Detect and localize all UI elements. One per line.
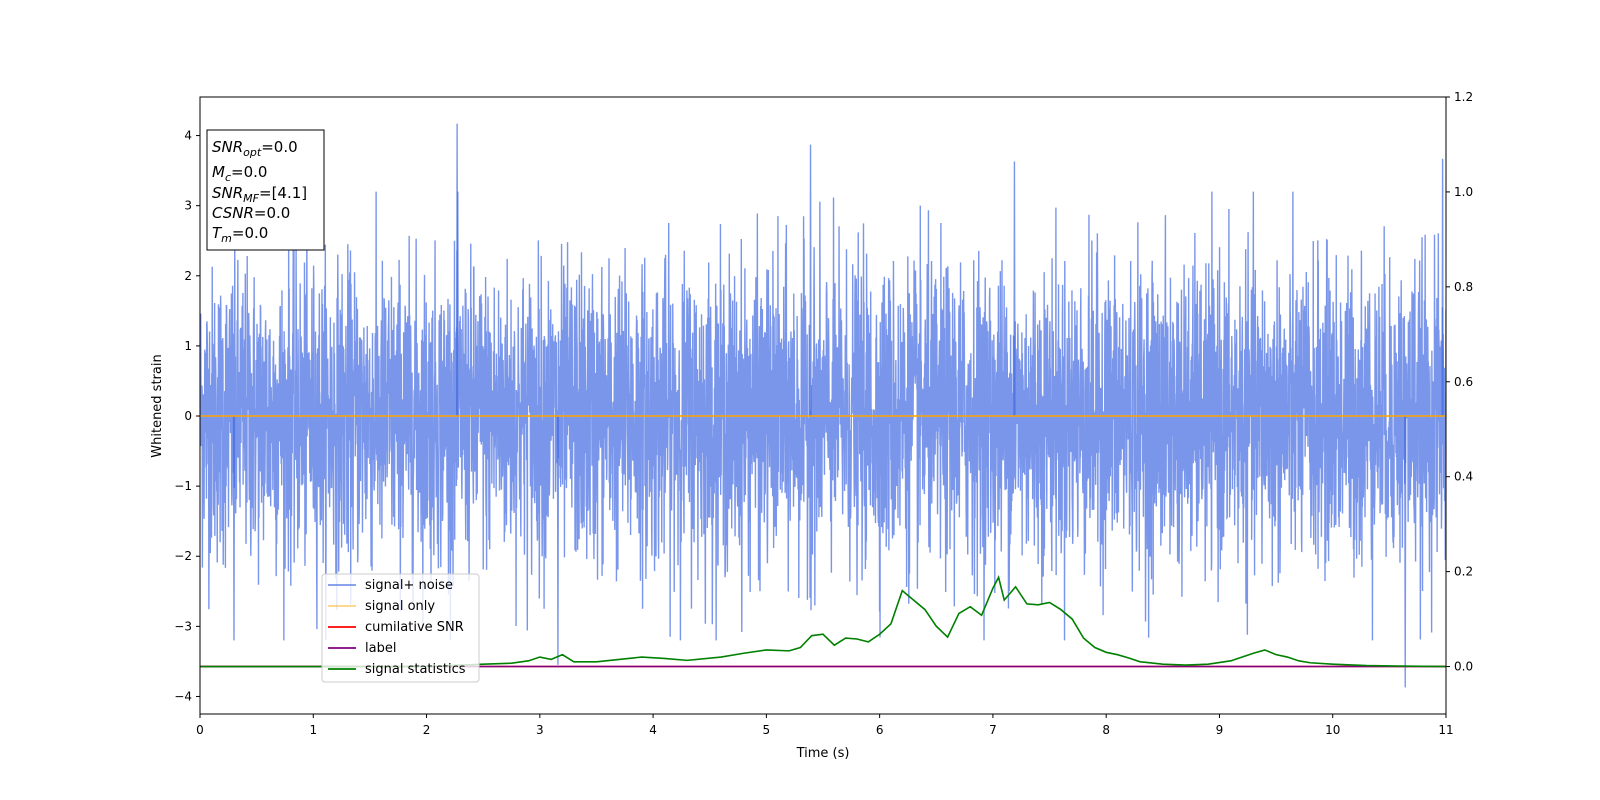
y-left-tick-label: 2: [184, 269, 192, 283]
legend-label: signal+ noise: [365, 578, 453, 593]
noise-peak-4: [1404, 416, 1407, 688]
legend-item-signal-only: signal only: [328, 599, 435, 614]
x-tick-label: 4: [649, 723, 657, 737]
x-tick-label: 0: [196, 723, 204, 737]
y-right-tick-label: 1.0: [1454, 185, 1473, 199]
annotation-line: CSNR=0.0: [212, 204, 290, 222]
y-right-tick-label: 1.2: [1454, 90, 1473, 104]
noise-peak-3: [1013, 161, 1016, 417]
legend-item-signal-noise: signal+ noise: [328, 578, 453, 593]
x-tick-label: 10: [1325, 723, 1340, 737]
legend-label: cumilative SNR: [365, 620, 464, 635]
legend-label: signal statistics: [365, 662, 466, 677]
x-tick-label: 8: [1102, 723, 1110, 737]
x-tick-label: 7: [989, 723, 997, 737]
noise-peak-0: [455, 123, 459, 417]
y-right-tick-label: 0.4: [1454, 470, 1473, 484]
noise-peak-6: [232, 416, 236, 641]
x-tick-label: 3: [536, 723, 544, 737]
series-signal-statistics-line: [200, 575, 1446, 668]
x-axis-label: Time (s): [796, 746, 850, 761]
y-right-tick-label: 0.0: [1454, 660, 1473, 674]
legend-item-cumilative-snr: cumilative SNR: [328, 620, 464, 635]
x-tick-label: 11: [1438, 723, 1453, 737]
noise-peak-1: [809, 144, 812, 417]
legend-frame: [321, 573, 480, 683]
y-left-tick-label: 0: [184, 409, 192, 423]
annotation-frame: [206, 129, 325, 251]
y-left-tick-label: −1: [174, 479, 192, 493]
y-right-tick-label: 0.8: [1454, 280, 1473, 294]
x-tick-label: 5: [763, 723, 771, 737]
axis-ticks: 0 1 2 3 4 5 6 7 8 9 10 11 −4 −3 −2 −1 0 1 2 3 4 0.0 0.2 0.4 0.6 0…: [174, 90, 1473, 737]
noise-peak-5: [556, 416, 560, 665]
legend-item-signal-statistics: signal statistics: [328, 662, 466, 677]
y-left-tick-label: −4: [174, 689, 192, 703]
x-tick-label: 9: [1216, 723, 1224, 737]
y-right-tick-label: 0.2: [1454, 565, 1473, 579]
legend-label: signal only: [365, 599, 435, 614]
annotation-line: Tm=0.0: [212, 224, 268, 245]
annotation-line: Mc=0.0: [212, 163, 267, 184]
y-left-tick-label: 1: [184, 339, 192, 353]
noise-peak-2: [1441, 158, 1444, 417]
x-tick-label: 6: [876, 723, 884, 737]
legend-label: label: [365, 641, 396, 656]
y-left-tick-label: 4: [184, 129, 192, 143]
legend: signal+ noise signal only cumilative SNR la…: [321, 573, 480, 683]
annotation-line: SNRMF=[4.1]: [212, 184, 307, 205]
y-right-tick-label: 0.6: [1454, 375, 1473, 389]
x-tick-label: 2: [423, 723, 431, 737]
y-left-tick-label: −2: [174, 549, 192, 563]
annotation-line: SNRopt=0.0: [212, 138, 298, 159]
y-left-tick-label: −3: [174, 619, 192, 633]
series-signal-noise-line: [200, 191, 1446, 641]
y-axis-label-left: Whitened strain: [150, 354, 165, 457]
legend-item-label: label: [328, 641, 396, 656]
y-left-tick-label: 3: [184, 199, 192, 213]
x-tick-label: 1: [309, 723, 317, 737]
axes-frame: [199, 96, 1447, 715]
